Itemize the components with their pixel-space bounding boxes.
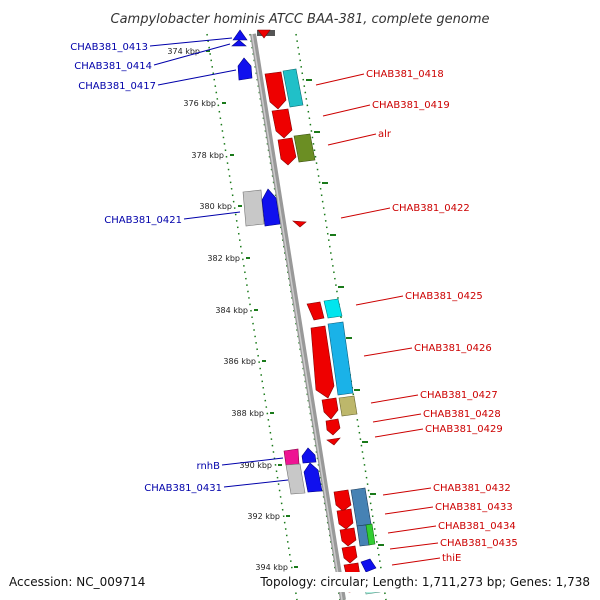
gene-chab381-0432-partner[interactable] [350, 487, 372, 527]
tick-label-390: 390 kbp [239, 461, 272, 470]
gene-chab381-0426-partner[interactable] [327, 321, 354, 396]
label-chab381-0433[interactable]: CHAB381_0433 [435, 502, 513, 513]
leader-chab381-0414 [153, 43, 231, 66]
backbone-highlight [251, 33, 343, 600]
gene-chab381-0422[interactable] [292, 220, 307, 228]
label-chab381-0426[interactable]: CHAB381_0426 [414, 343, 492, 354]
gene-chab381-0421[interactable] [261, 188, 281, 227]
leader-chab381-0419 [322, 104, 371, 117]
label-chab381-0429[interactable]: CHAB381_0429 [425, 424, 503, 435]
tick-label-380: 380 kbp [199, 202, 232, 211]
label-chab381-0425[interactable]: CHAB381_0425 [405, 291, 483, 302]
forward-gene-labels: CHAB381_0418 CHAB381_0419 alr CHAB381_04… [315, 69, 518, 566]
label-chab381-0428[interactable]: CHAB381_0428 [423, 409, 501, 420]
gene-chab381-0431[interactable] [303, 462, 323, 493]
gene-chab381-0432[interactable] [333, 489, 352, 512]
leader-chab381-0421 [183, 211, 241, 220]
tick-label-392: 392 kbp [247, 512, 280, 521]
label-chab381-0431[interactable]: CHAB381_0431 [144, 483, 222, 494]
gene-chab381-0417[interactable] [237, 57, 253, 81]
tick-label-386: 386 kbp [223, 357, 256, 366]
genome-summary-text: Topology: circular; Length: 1,711,273 bp… [259, 575, 590, 589]
gene-alr-partner[interactable] [293, 133, 316, 163]
gene-chab381-0418[interactable] [264, 71, 287, 110]
leader-chab381-0422 [340, 207, 391, 219]
gene-alr[interactable] [277, 137, 297, 166]
accession-text: Accession: NC_009714 [9, 575, 145, 589]
label-chab381-0413[interactable]: CHAB381_0413 [70, 42, 148, 53]
forward-strand-genes [257, 29, 381, 595]
reverse-strand-genes [231, 29, 377, 573]
gene-chab381-0418-partner[interactable] [282, 68, 304, 108]
leader-chab381-0425 [355, 295, 404, 306]
backbone-line [250, 33, 346, 600]
inner-left-guide [206, 33, 298, 600]
gene-chab381-0426[interactable] [310, 325, 335, 399]
leader-chab381-0431 [223, 479, 289, 488]
leader-thie [391, 557, 441, 566]
gene-chab381-0427[interactable] [321, 397, 339, 420]
leader-chab381-0429 [374, 428, 424, 438]
gene-chab381-0419[interactable] [271, 108, 293, 139]
map-title: Campylobacter hominis ATCC BAA-381, comp… [111, 12, 490, 27]
tick-label-374: 374 kbp [167, 47, 200, 56]
gene-chab381-0434-partner-2[interactable] [365, 523, 376, 546]
outer-ticks [306, 79, 384, 546]
leader-chab381-0426 [363, 347, 413, 357]
tick-label-376: 376 kbp [183, 99, 216, 108]
gene-rnhb[interactable] [283, 448, 300, 466]
label-chab381-0421[interactable]: CHAB381_0421 [104, 215, 182, 226]
gene-chab381-0425[interactable] [306, 301, 325, 321]
label-chab381-0422[interactable]: CHAB381_0422 [392, 203, 470, 214]
gene-chab381-0425-partner[interactable] [323, 298, 343, 319]
gene-chab381-0428[interactable] [325, 418, 341, 436]
tick-label-382: 382 kbp [207, 254, 240, 263]
leader-chab381-0427 [370, 394, 419, 404]
gene-thie-partner[interactable] [360, 558, 377, 573]
tick-label-388: 388 kbp [231, 409, 264, 418]
gene-chab381-0430[interactable] [285, 463, 306, 495]
tick-label-384: 384 kbp [215, 306, 248, 315]
leader-chab381-0435 [389, 542, 439, 550]
label-chab381-0432[interactable]: CHAB381_0432 [433, 483, 511, 494]
label-chab381-0418[interactable]: CHAB381_0418 [366, 69, 444, 80]
leader-chab381-0433 [384, 506, 434, 515]
scale-ticks: 374 kbp 376 kbp 378 kbp 380 kbp 382 kbp … [167, 47, 298, 572]
leader-chab381-0428 [372, 413, 422, 423]
gene-top-fragment[interactable] [257, 29, 271, 39]
gene-rnhb-partner[interactable] [301, 447, 317, 464]
gene-chab381-0413[interactable] [232, 29, 248, 41]
gene-chab381-0414[interactable] [231, 39, 247, 47]
gene-chab381-0427-partner[interactable] [338, 395, 358, 417]
label-chab381-0419[interactable]: CHAB381_0419 [372, 100, 450, 111]
leader-chab381-0434 [387, 525, 437, 534]
label-chab381-0427[interactable]: CHAB381_0427 [420, 390, 498, 401]
leader-chab381-0417 [157, 69, 237, 86]
leader-chab381-0432 [382, 487, 432, 496]
reverse-gene-labels: CHAB381_0413 CHAB381_0414 CHAB381_0417 C… [70, 37, 289, 494]
label-chab381-0417[interactable]: CHAB381_0417 [78, 81, 156, 92]
label-chab381-0434[interactable]: CHAB381_0434 [438, 521, 516, 532]
outer-right-guide [295, 33, 387, 600]
label-chab381-0414[interactable]: CHAB381_0414 [74, 61, 152, 72]
tick-label-378: 378 kbp [191, 151, 224, 160]
leader-chab381-0413 [149, 37, 233, 47]
tick-label-394: 394 kbp [255, 563, 288, 572]
gene-chab381-0433[interactable] [336, 508, 354, 530]
label-rnhb[interactable]: rnhB [197, 461, 221, 472]
leader-rnhb [221, 457, 284, 466]
leader-alr [327, 133, 377, 146]
gene-chab381-0429[interactable] [326, 437, 341, 446]
label-chab381-0435[interactable]: CHAB381_0435 [440, 538, 518, 549]
label-alr[interactable]: alr [378, 129, 392, 140]
leader-chab381-0418 [315, 73, 365, 86]
label-thie[interactable]: thiE [442, 553, 461, 564]
gene-chab381-0420[interactable] [242, 189, 265, 227]
gene-chab381-0435[interactable] [341, 545, 358, 564]
footer-background [0, 572, 600, 592]
gene-chab381-0434[interactable] [339, 527, 357, 547]
